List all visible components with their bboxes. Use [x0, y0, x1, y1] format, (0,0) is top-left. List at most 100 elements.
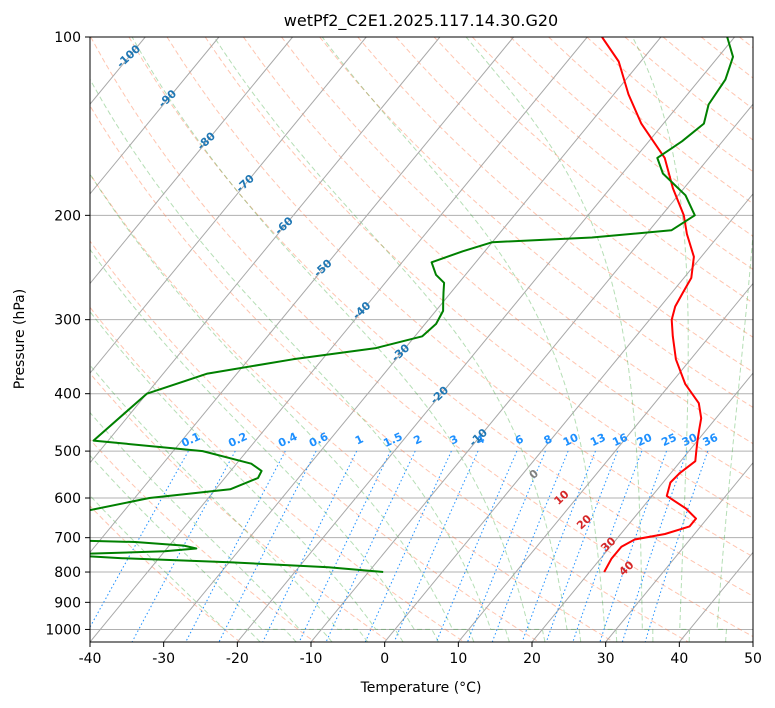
isotherm-line	[90, 37, 293, 285]
moist-adiabat-line	[716, 227, 753, 642]
mixing-ratio-label: 25	[659, 431, 678, 449]
isotherm-line	[90, 37, 220, 195]
dry-adiabat-line	[548, 37, 753, 205]
mixing-ratio-label: 3	[448, 432, 460, 447]
y-tick-label: 400	[54, 387, 81, 403]
y-tick-label: 900	[54, 595, 81, 611]
background-lines	[0, 37, 753, 642]
mixing-ratio-label: 1	[353, 432, 365, 447]
mixing-ratio-label: 36	[701, 431, 721, 449]
mixing-ratio-line	[621, 450, 688, 642]
isotherm-label: -20	[428, 384, 452, 407]
y-tick-label: 500	[54, 444, 81, 460]
dry-adiabat-line	[739, 37, 753, 49]
x-tick-label: -20	[226, 651, 249, 667]
dry-adiabat-line	[128, 37, 753, 597]
x-tick-label: 40	[670, 651, 688, 667]
mixing-ratio-line	[298, 450, 391, 642]
x-tick-label: 30	[597, 651, 615, 667]
mixing-ratio-line	[599, 450, 667, 642]
isotherm-line	[90, 37, 441, 464]
isotherm-label: -60	[272, 214, 296, 237]
dry-adiabat-line	[90, 104, 689, 642]
dry-adiabat-line	[281, 37, 753, 445]
moist-adiabat-line	[632, 37, 691, 642]
mixing-ratio-label: 20	[635, 431, 655, 449]
x-tick-label: -30	[152, 651, 175, 667]
mixing-ratio-label: 13	[588, 431, 607, 449]
isotherm-label: -10	[467, 426, 491, 449]
mixing-ratio-label: 0.6	[307, 430, 330, 450]
mixing-ratio-label: 1.5	[381, 430, 404, 450]
mixing-ratio-line	[131, 450, 236, 642]
mixing-ratio-line	[435, 450, 518, 642]
isotherm-line	[0, 37, 72, 642]
isotherm-label: -100	[114, 42, 143, 71]
mixing-ratio-line	[644, 450, 709, 642]
wetbulb-label: 20	[574, 512, 594, 532]
x-tick-label: 10	[449, 651, 467, 667]
y-tick-label: 1000	[45, 622, 81, 638]
dry-adiabat-line	[700, 37, 753, 79]
dry-adiabat-line	[90, 438, 316, 642]
isotherm-line	[236, 37, 735, 642]
isotherm-line	[531, 372, 753, 642]
mixing-ratio-line	[185, 450, 286, 642]
y-axis-label: Pressure (hPa)	[12, 289, 28, 389]
moist-adiabat-line	[321, 37, 618, 642]
moist-adiabat-line	[90, 364, 369, 642]
moist-adiabat-line	[90, 494, 261, 642]
y-tick-label: 100	[54, 30, 81, 46]
mixing-ratio-line	[545, 450, 619, 642]
isotherm-label: -40	[350, 299, 374, 322]
mixing-ratio-line	[393, 450, 479, 642]
wetbulb-label: 0	[527, 467, 542, 482]
dry-adiabat-line	[90, 37, 753, 638]
x-tick-label: 0	[380, 651, 389, 667]
moist-adiabat-line	[90, 310, 404, 642]
dewpoint-profile-line	[90, 37, 734, 573]
isotherm-line	[457, 282, 753, 642]
isotherm-line	[384, 193, 753, 642]
mixing-ratio-line	[90, 450, 189, 629]
isotherm-line	[310, 103, 753, 642]
mixing-ratio-line	[521, 450, 596, 642]
y-tick-label: 200	[54, 208, 81, 224]
dry-adiabat-line	[204, 37, 753, 519]
moist-adiabat-line	[90, 411, 333, 642]
isotherm-label: -90	[156, 87, 180, 110]
dry-adiabat-line	[166, 37, 753, 558]
chart-title: wetPf2_C2E1.2025.117.14.30.G20	[284, 11, 558, 31]
y-tick-label: 600	[54, 491, 81, 507]
isotherm-line	[90, 37, 367, 374]
y-axis-ticks: 100 200 300 400 500 600 700 800 900 1000	[45, 30, 90, 638]
x-axis-ticks: -40 -30 -20 -10 0 10 20 30 40 50	[79, 642, 762, 667]
x-tick-label: -40	[79, 651, 102, 667]
mixing-ratio-line	[572, 450, 643, 642]
isotherm-line	[752, 641, 753, 642]
y-tick-label: 700	[54, 531, 81, 547]
dry-adiabat-line	[357, 37, 753, 373]
mixing-ratio-label: 10	[561, 431, 581, 449]
mixing-ratio-label: 2	[412, 432, 424, 447]
y-tick-label: 300	[54, 313, 81, 329]
mixing-ratio-label: 0.2	[226, 430, 249, 450]
moist-adiabat-line	[131, 37, 546, 642]
moist-adiabat-line	[90, 248, 439, 642]
wetbulb-label: 10	[552, 487, 572, 507]
mixing-ratio-line	[325, 450, 416, 642]
mixing-ratio-label: 16	[610, 431, 630, 449]
wetbulb-label: 40	[616, 558, 636, 578]
mixing-ratio-line	[218, 450, 317, 642]
dry-adiabat-line	[471, 37, 753, 270]
dry-adiabat-line	[395, 37, 753, 338]
plot-area: 0.1 0.2 0.4 0.6 1 1.5 2 3 4 6 8 10 13 16 20 25 30 36-100-…	[0, 37, 753, 642]
dry-adiabat-line	[90, 372, 390, 642]
dry-adiabat-line	[90, 173, 614, 642]
moist-adiabat-line	[213, 37, 582, 642]
profile-series	[90, 37, 734, 573]
dry-adiabat-line	[90, 240, 540, 642]
isotherm-label: -80	[195, 129, 219, 152]
mixing-ratio-label: 8	[542, 432, 554, 447]
